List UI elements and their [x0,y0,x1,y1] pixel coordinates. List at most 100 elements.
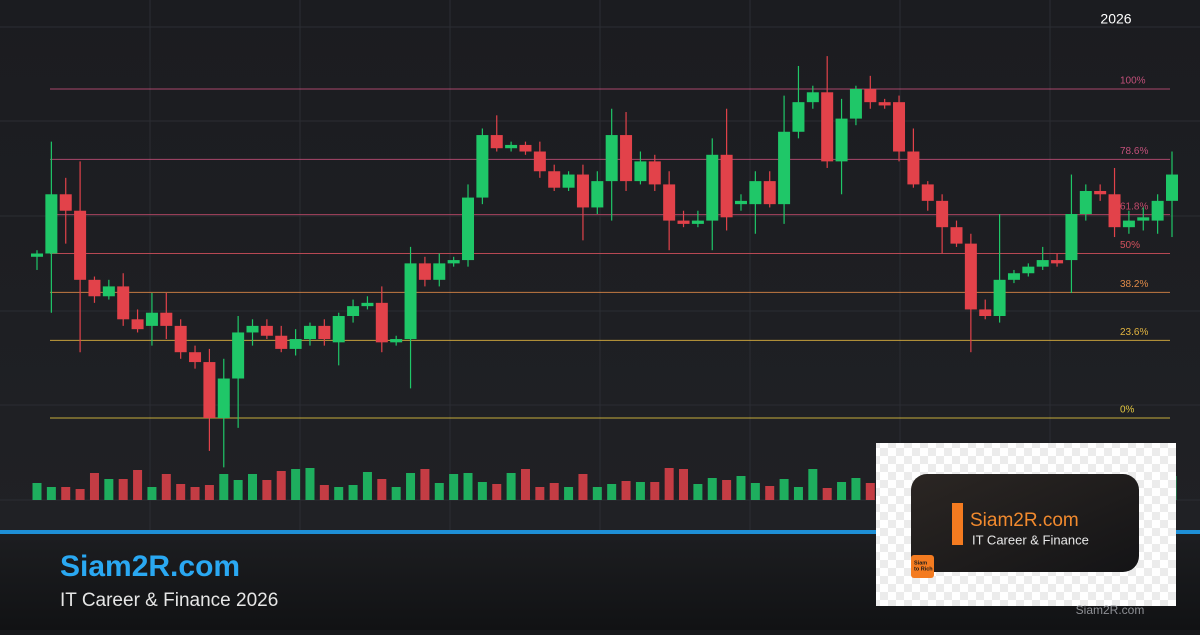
volume-bar [664,468,674,500]
candle-body [390,339,403,343]
candle-body [893,102,906,152]
volume-bar [391,487,401,500]
candle-body [591,181,604,208]
candle-body [878,102,891,106]
logo-name: Siam2R.com [970,510,1079,531]
candle-body [375,302,388,343]
candle-body [1094,190,1107,195]
candles [31,56,1178,468]
plot: 100% 78.6% 61.8% 50% 38.2% 23.6% 0% [31,56,1178,500]
badge-text: Siam [914,560,927,566]
volume-bar [837,482,847,500]
volume-bar [176,484,186,500]
volume-bar [219,474,229,500]
volume-bar [46,487,56,500]
candle-body [792,102,805,132]
candle-body [907,151,920,185]
candle-body [1079,190,1092,215]
candle-body [418,263,431,280]
candle-body [620,135,633,182]
volume-bar [564,487,574,500]
candle-body [74,210,87,280]
volume-bar [248,474,258,500]
candle-body [835,118,848,162]
candle-body [734,200,747,205]
volume-bar [75,489,85,500]
candle-body [519,144,532,152]
volume-bar [808,469,818,500]
candle-body [189,352,202,363]
candle-body [217,378,230,418]
candle-body [648,161,661,185]
fib-label: 38.2% [1120,279,1148,290]
volume-bar [319,485,329,500]
volume-bar [104,479,114,500]
volume-bar [607,484,617,500]
volume-bar [305,468,315,500]
volume-bar [348,485,358,500]
volume-bar [89,473,99,500]
candle-body [303,325,316,340]
candle-body [979,309,992,317]
volume-bar [406,473,416,500]
logo-accent [952,503,963,545]
candle-body [677,220,690,224]
volume-bar [707,478,717,500]
candle-body [864,89,877,103]
candle-body [663,184,676,221]
candle-body [462,197,475,261]
candle-body [145,312,158,326]
volume-bar [434,483,444,500]
volume-bar [578,474,588,500]
candle-body [246,325,259,333]
candle-body [706,154,719,221]
volume-bar [420,469,430,500]
volume-bar [549,483,559,500]
candle-body [1122,220,1135,228]
candle-body [318,325,331,340]
candle-body [447,260,460,264]
candle-body [88,279,101,297]
footer-rule [0,530,1200,534]
candle-body [821,92,834,162]
badge-text: to Rich [914,566,933,572]
candle-body [576,174,589,208]
candle-body [634,161,647,182]
candle-body [533,151,546,172]
volume-bar [61,487,71,500]
volume-bar [133,470,143,500]
volume-bar [722,480,732,500]
logo-panel: Siam2R.com IT Career & Finance Siam to R… [876,443,1176,606]
candle-body [174,325,187,353]
volume-bar [492,484,502,500]
candle-body [347,306,360,317]
logo-tagline: IT Career & Finance [972,532,1089,547]
logo-badge [911,555,934,578]
volume-bar [147,487,157,500]
candle-body [59,194,72,211]
candle-body [605,135,618,182]
candle-body [691,220,704,224]
volume-bar [865,483,875,500]
candle-body [778,131,791,205]
candle-body [1065,214,1078,261]
volume-bar [520,469,530,500]
candle-body [131,319,144,330]
candle-body [1022,266,1035,274]
candle-body [1151,200,1164,221]
volume-bar [793,487,803,500]
volume-bar [535,487,545,500]
fib-label: 0% [1120,405,1135,416]
candle-body [720,154,733,218]
volume-bar [779,479,789,500]
brand-subtitle: IT Career & Finance 2026 [60,590,278,611]
volume-bar [161,474,171,500]
candle-body [763,181,776,205]
candle-body [849,89,862,119]
volume-bar [765,486,775,500]
watermark: Siam2R.com [1076,603,1145,617]
candle-body [964,243,977,310]
fib-label: 23.6% [1120,327,1148,338]
candle-body [806,92,819,103]
